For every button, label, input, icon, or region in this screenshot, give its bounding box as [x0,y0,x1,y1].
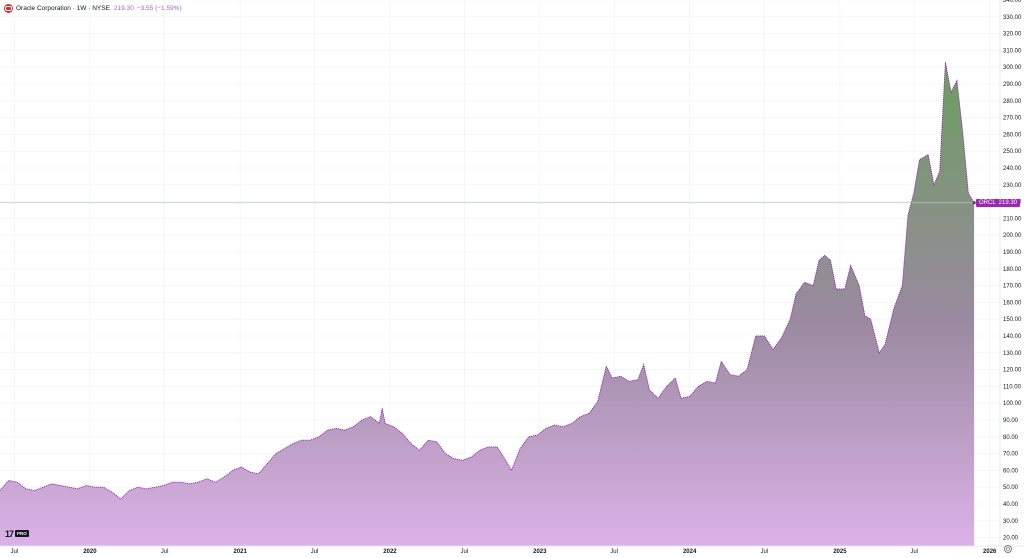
symbol-header: Oracle Corporation · 1W · NYSE 219.30 −3… [4,3,182,13]
price-tick-label: 320.00 [1003,32,1022,38]
header-last-price: 219.30 [113,4,134,12]
price-tick-label: 20.00 [1003,536,1019,542]
price-tick-label: 290.00 [1003,82,1022,88]
time-tick-label: 2023 [533,549,547,555]
price-axis[interactable]: 20.00 30.00 40.00 50.00 60.00 70.00 80.00 90.00… [1003,0,1022,542]
price-tick-label: 240.00 [1003,166,1022,172]
price-tick-label: 140.00 [1003,334,1022,340]
time-tick-label: 2021 [233,549,247,555]
oracle-logo-icon [4,3,13,13]
time-tick-label: 2020 [83,549,97,555]
price-tick-label: 250.00 [1003,149,1022,155]
price-tick-label: 60.00 [1003,468,1019,474]
price-tick-label: 130.00 [1003,351,1022,357]
time-tick-label: Jul [460,549,468,555]
price-tick-label: 90.00 [1003,418,1019,424]
price-tick-label: 110.00 [1003,384,1022,390]
price-tick-label: 180.00 [1003,267,1022,273]
price-tick-label: 150.00 [1003,317,1022,323]
price-tick-label: 340.00 [1003,0,1022,4]
time-tick-label: 2025 [833,549,847,555]
price-tag-value: 219.30 [998,199,1017,206]
price-tick-label: 120.00 [1003,368,1022,374]
current-price-label: ORCL 219.30 [976,198,1020,207]
price-tick-label: 170.00 [1003,284,1022,290]
price-tick-label: 330.00 [1003,15,1022,21]
time-tick-label: Jul [11,549,19,555]
price-tick-label: 100.00 [1003,401,1022,407]
price-tick-label: 310.00 [1003,48,1022,54]
time-tick-label: 2022 [383,549,397,555]
time-tick-label: Jul [311,549,319,555]
price-tick-label: 50.00 [1003,485,1019,491]
price-tick-label: 190.00 [1003,250,1022,256]
price-area-series [0,62,975,546]
price-tick-label: 40.00 [1003,502,1019,508]
time-tick-label: Jul [161,549,169,555]
price-tick-label: 260.00 [1003,132,1022,138]
price-tick-label: 30.00 [1003,519,1019,525]
time-tick-label: 2026 [983,549,997,555]
settings-gear-icon[interactable]: ⚙ [1004,545,1012,553]
price-tick-label: 70.00 [1003,452,1019,458]
price-tick-label: 80.00 [1003,435,1019,441]
price-tick-label: 270.00 [1003,116,1022,122]
symbol-title[interactable]: Oracle Corporation · 1W · NYSE [16,4,110,12]
price-tick-label: 300.00 [1003,65,1022,71]
tradingview-mark: 17 [5,528,14,539]
time-tick-label: Jul [761,549,769,555]
price-tick-label: 280.00 [1003,99,1022,105]
time-tick-label: Jul [910,549,918,555]
price-tick-label: 160.00 [1003,300,1022,306]
price-tick-label: 230.00 [1003,183,1022,189]
time-tick-label: 2024 [683,549,697,555]
last-price-dot [972,201,976,205]
pro-badge: PRO [15,530,29,537]
price-tick-label: 200.00 [1003,233,1022,239]
time-axis[interactable]: Jul 2020 Jul 2021 Jul 2022 Jul 2023 Jul 2024 Jul 20… [11,549,998,555]
header-price-change: −3.55 (−1.59%) [136,4,182,12]
time-tick-label: Jul [610,549,618,555]
price-tick-label: 210.00 [1003,216,1022,222]
price-tag-symbol: ORCL [979,199,996,206]
tradingview-logo[interactable]: 17 PRO [5,528,29,539]
